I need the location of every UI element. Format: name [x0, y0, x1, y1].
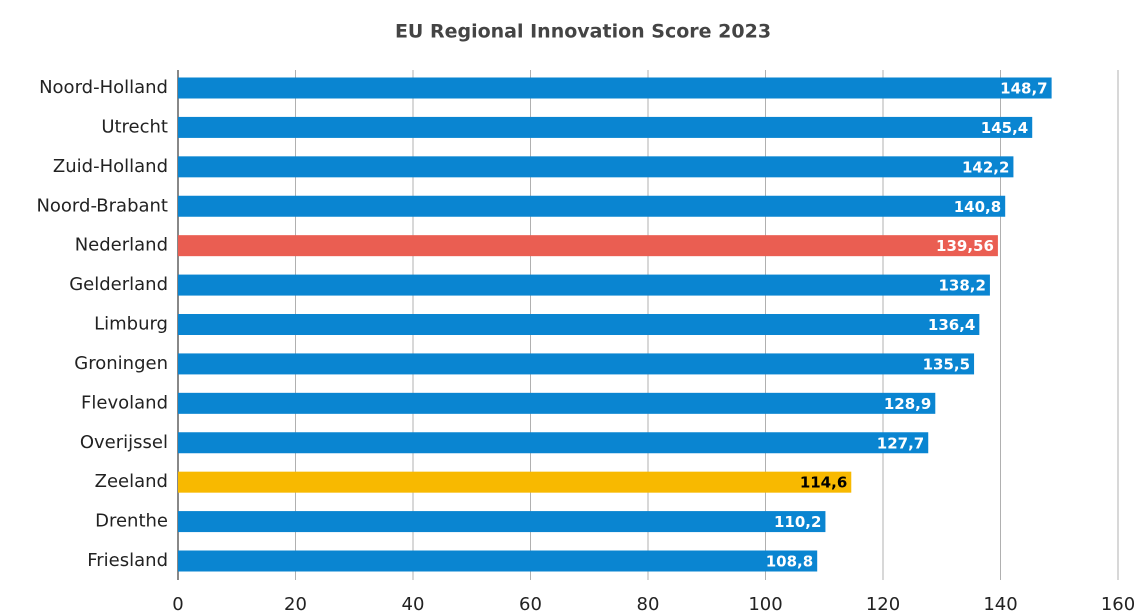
bar — [178, 314, 980, 335]
x-tick-label: 60 — [519, 594, 542, 615]
value-label: 110,2 — [774, 513, 821, 531]
value-label: 136,4 — [928, 316, 975, 334]
value-label: 142,2 — [962, 158, 1009, 176]
value-label: 108,8 — [766, 553, 813, 571]
y-tick-label: Flevoland — [81, 392, 168, 413]
y-tick-label: Drenthe — [95, 511, 168, 532]
y-tick-label: Gelderland — [69, 274, 168, 295]
bar — [178, 353, 975, 375]
bar — [178, 550, 818, 572]
bar — [178, 274, 990, 296]
x-tick-label: 120 — [866, 594, 900, 615]
value-label: 135,5 — [923, 355, 970, 373]
bar — [178, 116, 1033, 138]
bar — [178, 195, 1006, 217]
y-tick-label: Noord-Holland — [39, 77, 168, 98]
bar — [178, 392, 936, 414]
bar — [178, 235, 998, 257]
value-label: 148,7 — [1000, 80, 1047, 98]
y-tick-label: Zeeland — [95, 471, 168, 492]
x-tick-label: 40 — [402, 594, 425, 615]
value-label: 128,9 — [884, 395, 931, 413]
y-tick-label: Zuid-Holland — [53, 156, 168, 177]
chart-title: EU Regional Innovation Score 2023 — [395, 21, 771, 43]
y-tick-label: Friesland — [87, 550, 168, 571]
value-label: 127,7 — [877, 434, 924, 452]
y-tick-label: Utrecht — [101, 116, 168, 137]
bar — [178, 156, 1014, 178]
value-label: 145,4 — [981, 119, 1028, 137]
bar — [178, 77, 1052, 99]
x-tick-label: 160 — [1101, 594, 1135, 615]
y-tick-label: Limburg — [94, 314, 168, 335]
y-tick-label: Nederland — [75, 235, 168, 256]
x-tick-label: 0 — [172, 594, 183, 615]
y-tick-label: Groningen — [74, 353, 168, 374]
x-tick-label: 80 — [637, 594, 660, 615]
y-tick-label: Overijssel — [80, 432, 168, 453]
y-tick-label: Noord-Brabant — [36, 195, 168, 216]
value-label: 140,8 — [954, 198, 1001, 216]
x-tick-label: 100 — [748, 594, 782, 615]
value-label: 139,56 — [936, 237, 994, 255]
x-tick-label: 140 — [983, 594, 1017, 615]
bar — [178, 471, 852, 493]
value-label: 114,6 — [800, 474, 847, 492]
value-label: 138,2 — [938, 277, 985, 295]
bar — [178, 432, 929, 454]
x-tick-label: 20 — [284, 594, 307, 615]
bar — [178, 511, 826, 533]
